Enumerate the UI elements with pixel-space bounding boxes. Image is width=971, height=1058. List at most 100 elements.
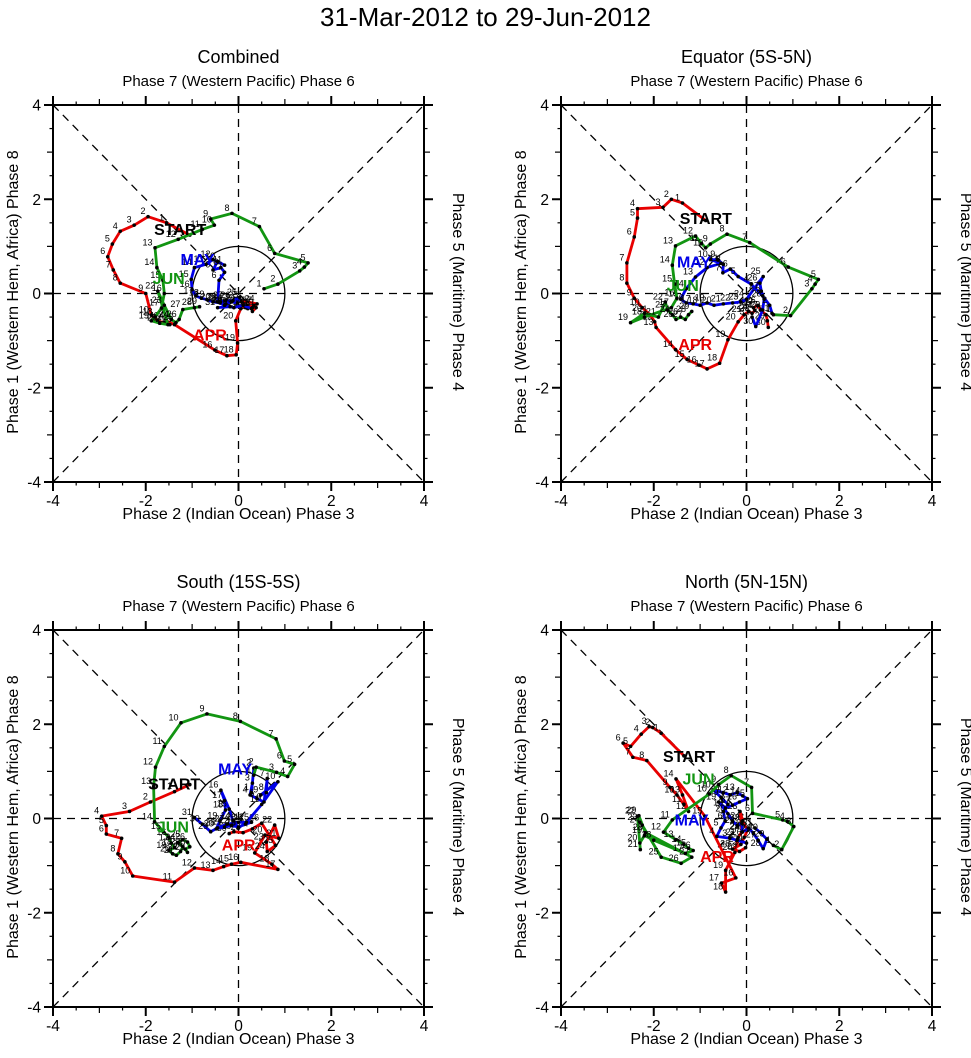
day-number-label: 7 [619, 252, 624, 262]
day-number-label: 17 [214, 345, 224, 355]
right-axis-label: Phase 5 (Maritime) Phase 4 [449, 717, 466, 917]
y-tick-label: 0 [32, 811, 41, 828]
day-point [200, 822, 205, 826]
day-point [719, 826, 723, 830]
day-number-label: 24 [159, 309, 169, 319]
month-labels: START MAY JUN APR [153, 222, 228, 345]
day-point [178, 849, 183, 854]
day-number-label: 19 [225, 332, 235, 342]
day-number-label: 25 [170, 829, 180, 839]
day-number-label: 7 [715, 262, 720, 272]
day-point [118, 281, 123, 285]
label-apr: APR [193, 328, 227, 345]
day-point [765, 319, 770, 323]
day-point [670, 312, 675, 317]
day-point [161, 278, 165, 283]
day-number-label: 16 [664, 288, 674, 298]
day-point [730, 819, 735, 823]
day-number-label: 21 [212, 816, 222, 826]
day-number-label: 22 [625, 806, 635, 816]
day-point [737, 849, 742, 854]
day-number-label: 3 [642, 716, 647, 726]
day-number-label: 5 [301, 252, 306, 262]
day-point [744, 841, 749, 845]
day-point [157, 321, 162, 325]
day-number-label: 20 [722, 842, 732, 852]
day-number-label: 19 [139, 310, 149, 320]
day-number-label: 16 [208, 780, 218, 790]
day-point [716, 782, 721, 787]
day-number-label: 21 [628, 839, 638, 849]
day-point [167, 835, 171, 840]
day-number-label: 1 [654, 723, 659, 733]
day-number-label: 8 [720, 224, 725, 234]
day-point [730, 301, 735, 305]
day-point [719, 795, 723, 800]
day-number-label: 3 [656, 197, 661, 207]
day-number-label: 15 [676, 838, 686, 848]
day-number-label: 11 [152, 736, 161, 746]
day-point [213, 348, 217, 352]
day-number-label: 26 [746, 295, 756, 305]
day-number-label: 27 [213, 290, 223, 300]
day-point [169, 841, 174, 845]
day-number-label: 1 [766, 304, 771, 314]
day-number-label: 12 [143, 757, 153, 767]
day-number-label: 14 [211, 856, 221, 866]
day-point [229, 823, 234, 828]
y-tick-label: -2 [27, 905, 41, 922]
day-number-label: 11 [638, 304, 647, 314]
day-number-label: 21 [726, 827, 736, 837]
day-point [250, 781, 255, 785]
day-point [740, 794, 745, 798]
day-number-label: 26 [732, 827, 742, 837]
day-point [211, 300, 215, 304]
day-number-label: 15 [662, 274, 672, 284]
day-number-label: 22 [725, 815, 735, 825]
day-point [223, 298, 228, 303]
day-point [132, 223, 136, 227]
day-point [728, 836, 732, 841]
day-number-label: 27 [746, 830, 756, 840]
day-number-label: 18 [213, 800, 223, 810]
day-point [235, 341, 240, 345]
day-number-label: 15 [219, 854, 229, 864]
top-axis-label: Phase 7 (Western Pacific) Phase 6 [122, 73, 355, 90]
day-number-label: 28 [720, 839, 730, 849]
day-point [205, 297, 209, 302]
day-number-label: 12 [676, 801, 686, 811]
day-number-label: 20 [147, 313, 157, 323]
day-number-label: 22 [653, 291, 663, 301]
day-number-label: 7 [260, 768, 265, 778]
day-number-label: 28 [751, 838, 761, 848]
day-number-label: 25 [263, 835, 273, 845]
day-number-label: 16 [152, 283, 162, 293]
day-number-label: 12 [683, 226, 693, 236]
day-point [740, 821, 744, 826]
day-number-label: 26 [235, 298, 245, 308]
day-point [661, 830, 666, 834]
day-number-label: 3 [755, 285, 760, 295]
day-point [272, 823, 277, 827]
day-number-label: 3 [245, 773, 250, 783]
panel-equator: Equator (5S-5N) Phase 7 (Western Pacific… [508, 38, 971, 538]
day-point [252, 773, 256, 777]
day-number-label: 7 [716, 801, 721, 811]
day-number-label: 19 [715, 329, 725, 339]
bottom-axis-label: Phase 2 (Indian Ocean) Phase 3 [630, 506, 863, 523]
day-point [751, 831, 756, 836]
day-number-label: 1 [159, 212, 164, 222]
day-number-label: 5 [210, 291, 215, 301]
day-number-label: 14 [660, 255, 670, 265]
day-point [259, 802, 264, 807]
day-point [99, 814, 104, 818]
day-point [699, 241, 704, 246]
day-number-label: 17 [212, 790, 222, 800]
day-point [192, 265, 197, 270]
day-number-label: 25 [741, 297, 751, 307]
day-point [199, 296, 204, 301]
day-number-label: 11 [250, 794, 259, 804]
day-point [625, 261, 629, 265]
day-number-label: 24 [730, 822, 740, 832]
